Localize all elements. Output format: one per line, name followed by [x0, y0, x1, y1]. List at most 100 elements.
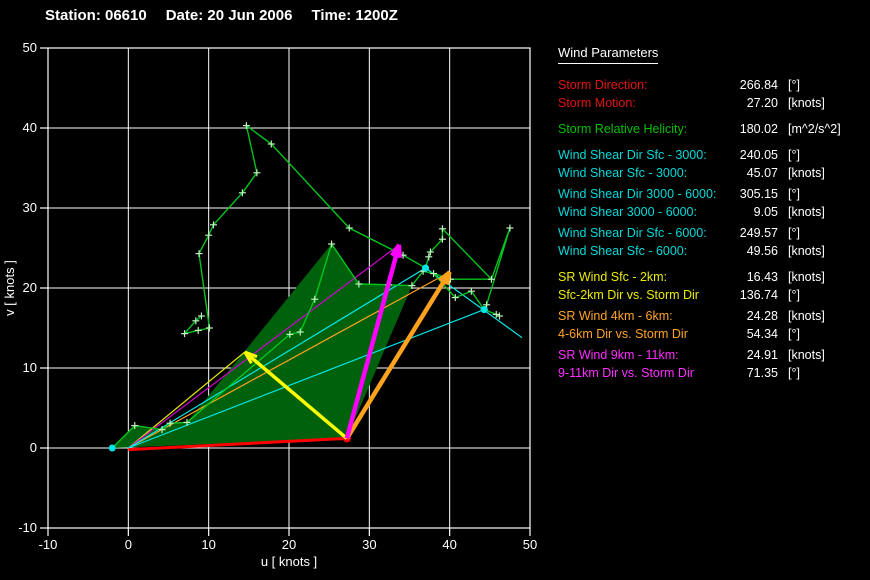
param-label: 9-11km Dir vs. Storm Dir	[558, 366, 694, 380]
param-label: Storm Relative Helicity:	[558, 122, 688, 136]
param-unit: [knots]	[788, 348, 825, 362]
param-value: 24.91	[746, 348, 778, 362]
param-unit: [°]	[788, 78, 800, 92]
param-value: 180.02	[739, 122, 778, 136]
param-label: Wind Shear Sfc - 3000:	[558, 166, 688, 180]
param-unit: [°]	[788, 187, 800, 201]
param-row: Wind Shear Dir Sfc - 6000: 249.57 [°]	[558, 224, 863, 242]
param-row: Wind Shear Dir 3000 - 6000: 305.15 [°]	[558, 185, 863, 203]
param-unit: [°]	[788, 226, 800, 240]
storm-motion-vector	[128, 436, 347, 452]
x-tick-label: 50	[523, 537, 537, 552]
param-label: SR Wind 4km - 6km:	[558, 309, 673, 323]
param-label: Wind Shear Dir Sfc - 3000:	[558, 148, 707, 162]
x-tick-label: 40	[442, 537, 456, 552]
param-unit: [knots]	[788, 309, 825, 323]
title-bar: Station: 06610 Date: 20 Jun 2006 Time: 120…	[45, 7, 417, 24]
wind-3km-dot	[422, 264, 430, 272]
param-group-4: Wind Shear Dir Sfc - 6000: 249.57 [°] Wind …	[558, 224, 863, 260]
param-row: 4-6km Dir vs. Storm Dir 54.34 [°]	[558, 325, 863, 343]
param-unit: [knots]	[788, 205, 825, 219]
sr-wind-sfc-2km-vector-head	[244, 350, 258, 359]
param-unit: [°]	[788, 148, 800, 162]
y-tick-label: 40	[23, 120, 37, 135]
x-tick-label: -10	[39, 537, 58, 552]
hodograph-trace-1	[433, 273, 485, 311]
param-row: SR Wind Sfc - 2km: 16.43 [knots]	[558, 268, 863, 286]
y-tick-label: 10	[23, 360, 37, 375]
date-label: Date: 20 Jun 2006	[165, 7, 293, 24]
mean-wind-9-11km-line	[127, 244, 400, 449]
y-tick-label: 50	[23, 40, 37, 55]
param-row: Wind Shear 3000 - 6000: 9.05 [knots]	[558, 203, 863, 221]
param-value: 71.35	[746, 366, 778, 380]
param-group-2: Wind Shear Dir Sfc - 3000: 240.05 [°] Wind …	[558, 146, 863, 182]
param-row: Wind Shear Sfc - 3000: 45.07 [knots]	[558, 164, 863, 182]
param-unit: [°]	[788, 366, 800, 380]
y-tick-label: 0	[30, 440, 37, 455]
sr-wind-4-6km-vector	[344, 270, 452, 440]
param-label: Sfc-2km Dir vs. Storm Dir	[558, 288, 699, 302]
param-unit: [m^2/s^2]	[788, 122, 841, 136]
shear-sfc-3000-line	[128, 267, 426, 449]
panel-heading: Wind Parameters	[558, 44, 659, 64]
param-label: SR Wind Sfc - 2km:	[558, 270, 668, 284]
param-row: Wind Shear Sfc - 6000: 49.56 [knots]	[558, 242, 863, 260]
param-group-7: SR Wind 9km - 11km: 24.91 [knots] 9-11km Di…	[558, 346, 863, 382]
mean-wind-sfc-2km-line	[127, 351, 246, 449]
sr-wind-9-11km-vector-head	[397, 244, 403, 258]
param-label: Wind Shear Dir Sfc - 6000:	[558, 226, 707, 240]
y-tick-label: 30	[23, 200, 37, 215]
param-value: 45.07	[746, 166, 778, 180]
param-group-3: Wind Shear Dir 3000 - 6000: 305.15 [°] Wind…	[558, 185, 863, 221]
helicity-fill-area	[112, 244, 412, 448]
hodograph-trace-0	[111, 227, 511, 449]
param-value: 24.28	[746, 309, 778, 323]
param-label: Storm Direction:	[558, 78, 648, 92]
param-row: SR Wind 4km - 6km: 24.28 [knots]	[558, 307, 863, 325]
wind-6km-dot	[480, 306, 488, 314]
param-label: SR Wind 9km - 11km:	[558, 348, 679, 362]
surface-wind-dot	[108, 444, 116, 452]
param-value: 240.05	[739, 148, 778, 162]
param-value: 54.34	[746, 327, 778, 341]
y-tick-label: 20	[23, 280, 37, 295]
x-tick-label: 30	[362, 537, 376, 552]
x-axis-label: u [ knots ]	[261, 554, 317, 569]
param-value: 16.43	[746, 270, 778, 284]
param-row: Storm Relative Helicity: 180.02 [m^2/s^2]	[558, 120, 863, 138]
param-unit: [knots]	[788, 270, 825, 284]
shear-sfc-6000-line	[128, 309, 485, 449]
param-unit: [knots]	[788, 166, 825, 180]
sr-wind-sfc-2km-vector	[243, 350, 348, 440]
param-row: 9-11km Dir vs. Storm Dir 71.35 [°]	[558, 364, 863, 382]
param-unit: [°]	[788, 288, 800, 302]
param-value: 266.84	[739, 78, 778, 92]
param-row: Sfc-2km Dir vs. Storm Dir 136.74 [°]	[558, 286, 863, 304]
param-label: Wind Shear Dir 3000 - 6000:	[558, 187, 717, 201]
param-row: Storm Motion: 27.20 [knots]	[558, 94, 863, 112]
y-axis-label: v [ knots ]	[2, 260, 17, 316]
param-group-1: Storm Relative Helicity: 180.02 [m^2/s^2]	[558, 120, 863, 138]
param-value: 9.05	[753, 205, 778, 219]
time-label: Time: 1200Z	[311, 7, 398, 24]
sr-wind-9-11km-vector	[344, 244, 402, 439]
param-group-0: Storm Direction: 266.84 [°] Storm Motion: 27…	[558, 76, 863, 112]
param-value: 136.74	[739, 288, 778, 302]
param-value: 305.15	[739, 187, 778, 201]
x-tick-label: 0	[125, 537, 132, 552]
param-row: SR Wind 9km - 11km: 24.91 [knots]	[558, 346, 863, 364]
wind-parameters-panel: Wind Parameters Storm Direction: 266.84 [°…	[558, 44, 863, 382]
panel-rows: Storm Direction: 266.84 [°] Storm Motion: 27…	[558, 76, 863, 382]
param-unit: [knots]	[788, 96, 825, 110]
param-label: Storm Motion:	[558, 96, 636, 110]
hodograph-trace-2	[424, 227, 492, 280]
param-group-5: SR Wind Sfc - 2km: 16.43 [knots] Sfc-2km Di…	[558, 268, 863, 304]
param-unit: [°]	[788, 327, 800, 341]
param-unit: [knots]	[788, 244, 825, 258]
param-value: 27.20	[746, 96, 778, 110]
sr-wind-4-6km-vector-head	[444, 271, 452, 286]
station-label: Station: 06610	[45, 7, 147, 24]
param-value: 249.57	[739, 226, 778, 240]
